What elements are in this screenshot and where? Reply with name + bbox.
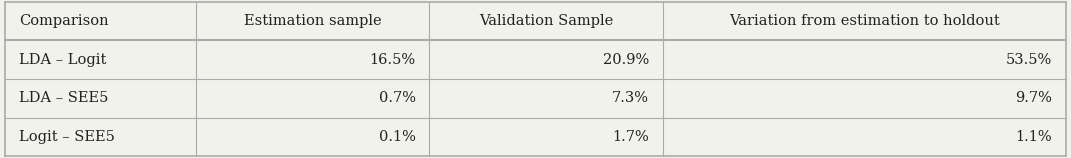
Text: 9.7%: 9.7% [1015,91,1052,105]
Text: 1.1%: 1.1% [1015,130,1052,144]
Text: Logit – SEE5: Logit – SEE5 [19,130,115,144]
Text: LDA – Logit: LDA – Logit [19,53,106,67]
Text: Comparison: Comparison [19,14,109,28]
Text: 16.5%: 16.5% [369,53,416,67]
Text: 1.7%: 1.7% [613,130,649,144]
Text: 53.5%: 53.5% [1006,53,1052,67]
Text: 0.1%: 0.1% [379,130,416,144]
Text: Variation from estimation to holdout: Variation from estimation to holdout [728,14,999,28]
Text: Estimation sample: Estimation sample [244,14,381,28]
Text: 7.3%: 7.3% [612,91,649,105]
Text: Validation Sample: Validation Sample [479,14,614,28]
Text: 0.7%: 0.7% [379,91,416,105]
Text: 20.9%: 20.9% [603,53,649,67]
Text: LDA – SEE5: LDA – SEE5 [19,91,108,105]
